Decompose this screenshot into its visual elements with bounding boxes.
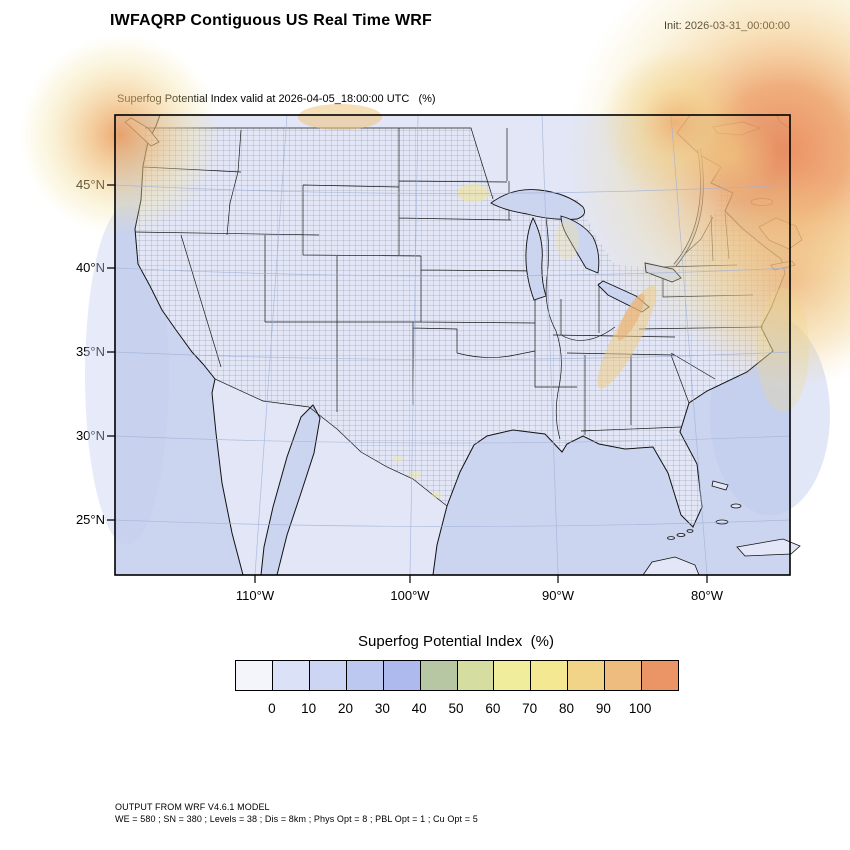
legend-title: Superfog Potential Index (%) (358, 633, 554, 650)
page-title: IWFAQRP Contiguous US Real Time WRF (110, 12, 432, 29)
colorbar-tick-label: 30 (374, 701, 390, 716)
colorbar-tick-label: 70 (522, 701, 538, 716)
lake-michigan (525, 216, 547, 301)
lon-label: 90°W (542, 588, 574, 603)
colorbar-tick-label: 80 (558, 701, 575, 716)
lon-label: 80°W (691, 588, 723, 603)
colorbar-cell (456, 661, 494, 690)
lon-label: 100°W (390, 588, 430, 603)
colorbar-cell (641, 661, 679, 690)
bahamas-island (711, 480, 729, 491)
colorbar-tick-label: 90 (595, 701, 611, 716)
lon-label: 110°W (235, 588, 275, 603)
cuba (736, 538, 801, 557)
spi-mid-region-canada-border (298, 104, 382, 130)
spi-mid-region-quebec (688, 112, 778, 202)
colorbar-cell (530, 661, 568, 690)
colorbar-tick-label: 20 (337, 701, 354, 716)
colorbar-cell (271, 661, 309, 690)
colorbar-tick-label: 60 (485, 701, 501, 716)
footer-model-line: OUTPUT FROM WRF V4.6.1 MODEL (115, 802, 270, 812)
spi-mid-region-texas (393, 456, 403, 462)
colorbar-cell (604, 661, 642, 690)
bahamas-island (730, 503, 742, 509)
florida-keys (667, 536, 675, 540)
colorbar-tick-label: 50 (448, 701, 464, 716)
graticule (114, 114, 791, 576)
colorbar-cell (382, 661, 420, 690)
spi-mid-region-texas (432, 492, 442, 498)
axis-ticks (107, 184, 708, 583)
lat-label: 40°N (75, 260, 105, 275)
colorbar-tick-label: 10 (301, 701, 317, 716)
spi-mid-region-texas (409, 472, 421, 478)
footer-config-line: WE = 580 ; SN = 380 ; Levels = 38 ; Dis … (115, 814, 478, 824)
spi-mid-region-north-dakota (457, 184, 489, 202)
colorbar-tick-labels: 0 10 20 30 40 50 60 70 80 90 100 (235, 701, 677, 719)
colorbar-tick-label: 100 (628, 701, 652, 716)
spi-high-region-atlantic-coast (680, 170, 850, 390)
lat-label: 30°N (75, 428, 105, 443)
colorbar-cell (419, 661, 457, 690)
spi-mid-region-michigan (555, 220, 579, 260)
spi-mid-region-appalachians (617, 293, 645, 341)
map-canvas (20, 0, 850, 583)
lat-label: 35°N (75, 344, 105, 359)
spi-high-region-pacific-nw (20, 35, 220, 235)
lat-label: 25°N (75, 512, 105, 527)
pacific-tint (85, 205, 169, 545)
county-texture (135, 128, 785, 527)
colorbar-cell (493, 661, 531, 690)
colorbar-tick-label: 40 (411, 701, 427, 716)
colorbar-cell (345, 661, 383, 690)
spi-mid-region-atlantic (757, 288, 809, 412)
map-frame (114, 114, 791, 576)
colorbar-tick-label: 0 (268, 701, 276, 716)
colorbar-cell (567, 661, 605, 690)
colorbar-cell (236, 661, 272, 690)
map-area (20, 0, 850, 583)
florida-keys (686, 529, 694, 533)
colorbar-cell (308, 661, 346, 690)
spi-mid-region-appalachians (597, 285, 657, 389)
colorbar (235, 660, 679, 691)
florida-keys (676, 533, 686, 537)
